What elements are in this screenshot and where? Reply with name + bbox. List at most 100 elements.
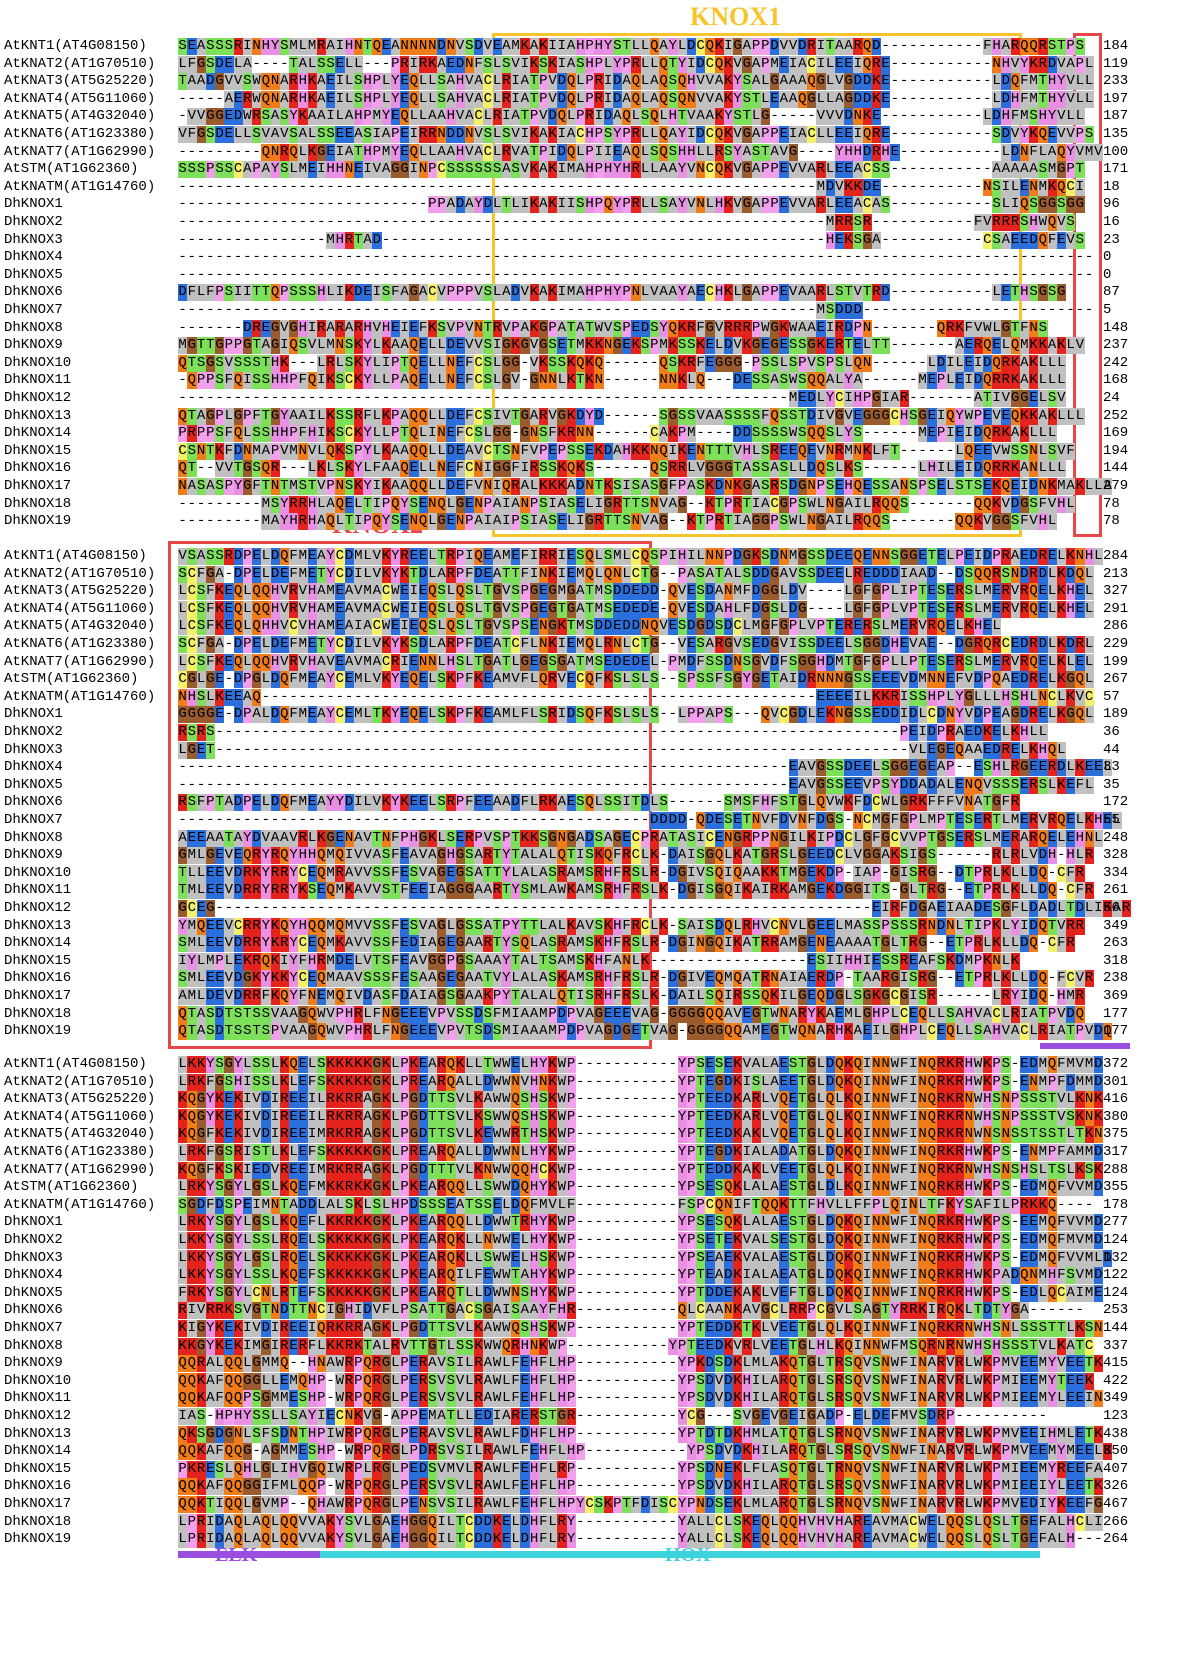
residue: -	[659, 249, 668, 266]
residue: -	[918, 302, 927, 318]
residue: H	[298, 73, 308, 91]
sequence-name: DhKNOX6	[4, 284, 63, 301]
residue: G	[807, 90, 817, 108]
residue: D	[862, 178, 872, 196]
sequence-end: 119	[1103, 55, 1129, 72]
residue: -	[418, 178, 428, 195]
residue: G	[538, 653, 548, 671]
residue: Q	[270, 284, 280, 302]
residue: K	[1038, 337, 1048, 355]
residue: -	[909, 143, 918, 160]
residue: T	[511, 847, 521, 865]
residue: Y	[844, 372, 854, 390]
residue: D	[751, 600, 761, 618]
residue: D	[862, 90, 872, 108]
residue: -	[640, 776, 650, 793]
residue: Y	[474, 196, 484, 214]
residue: G	[1038, 196, 1048, 214]
sequence-end: 78	[1103, 495, 1120, 512]
residue: -	[825, 600, 835, 617]
residue: E	[381, 38, 391, 55]
sequence: ----------------------------------------…	[178, 214, 1076, 231]
residue: A	[538, 284, 548, 302]
residue: M	[575, 864, 585, 882]
residue: -	[835, 900, 844, 916]
residue: S	[538, 829, 548, 847]
residue: A	[668, 284, 678, 302]
residue: P	[511, 319, 521, 337]
residue: -	[742, 390, 752, 406]
residue: G	[196, 706, 206, 724]
residue: D	[853, 73, 863, 91]
residue: T	[566, 319, 576, 337]
residue: -	[243, 812, 252, 828]
residue: Q	[1047, 214, 1057, 231]
residue: M	[363, 583, 373, 601]
residue: Q	[955, 741, 965, 759]
residue: F	[511, 460, 521, 478]
residue: D	[270, 548, 280, 565]
residue: -	[650, 354, 659, 371]
residue: G	[918, 900, 928, 917]
residue: G	[501, 337, 511, 355]
residue: -	[594, 178, 604, 195]
residue: G	[760, 847, 770, 865]
residue: D	[474, 565, 484, 583]
residue: S	[825, 776, 835, 794]
residue: -	[918, 337, 927, 354]
residue: I	[668, 548, 678, 565]
residue: I	[344, 847, 354, 865]
residue: Y	[1056, 73, 1066, 91]
residue: D	[233, 565, 243, 583]
residue: R	[390, 653, 400, 671]
residue: S	[538, 425, 548, 443]
residue: S	[603, 126, 613, 143]
residue: R	[816, 161, 826, 179]
residue: -	[446, 900, 456, 916]
residue: V	[464, 143, 474, 161]
elk-label: ELK	[215, 1544, 258, 1566]
residue: I	[492, 337, 502, 355]
residue: S	[918, 688, 928, 706]
residue: G	[187, 741, 197, 759]
residue: -	[206, 90, 215, 107]
residue: E	[631, 583, 641, 601]
residue: -	[594, 741, 604, 758]
residue: -	[964, 73, 974, 90]
residue: D	[668, 864, 678, 882]
residue: -	[566, 390, 576, 406]
residue: P	[760, 126, 770, 143]
residue: -	[307, 249, 317, 266]
residue: E	[538, 600, 548, 618]
residue: -	[918, 390, 927, 406]
residue: L	[1075, 73, 1085, 91]
residue: A	[575, 917, 585, 935]
residue: S	[612, 478, 622, 495]
residue: D	[557, 143, 567, 161]
residue: -	[511, 425, 520, 442]
residue: I	[733, 513, 743, 531]
residue: -	[280, 759, 289, 776]
residue: S	[1029, 108, 1039, 126]
residue: V	[464, 90, 474, 108]
residue: L	[381, 90, 391, 108]
residue: S	[862, 671, 872, 689]
residue: -	[261, 900, 271, 916]
residue: L	[825, 73, 835, 91]
residue: E	[825, 636, 835, 653]
residue: T	[215, 794, 225, 812]
residue: S	[936, 600, 946, 618]
residue: -	[613, 759, 622, 776]
residue: M	[298, 161, 308, 179]
residue: -	[215, 900, 224, 916]
residue: -	[492, 231, 502, 248]
residue: S	[437, 671, 447, 689]
residue: L	[982, 829, 992, 847]
residue: S	[992, 776, 1002, 794]
residue: E	[862, 478, 872, 495]
residue: A	[316, 671, 326, 689]
residue: G	[871, 847, 881, 865]
residue: -	[335, 214, 345, 230]
residue: K	[279, 354, 289, 372]
sequence-name: DhKNOX17	[4, 478, 72, 494]
